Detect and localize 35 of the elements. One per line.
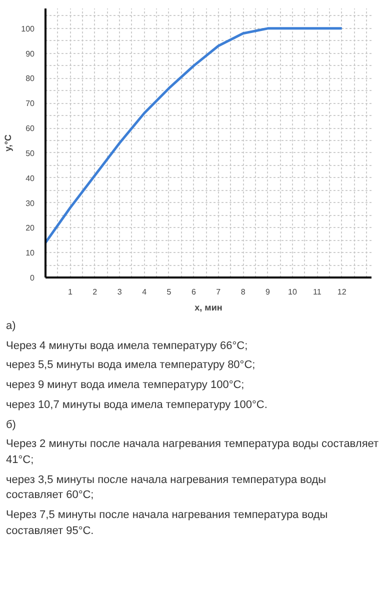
x-tick-label: 5 (166, 288, 172, 296)
x-tick-label: 7 (216, 288, 222, 296)
x-axis-title: x, мин (194, 302, 222, 312)
text: Через 4 минуты вода имела температуру 66°C; (6, 338, 248, 354)
text: а) (6, 319, 16, 334)
text: через 9 минут вода имела температуру 100°C; (6, 378, 244, 394)
x-tick-label: 3 (117, 288, 122, 296)
text: через 5,5 минуты вода имела температуру 80°C; (6, 358, 256, 374)
x-tick-label: 1 (68, 288, 73, 296)
y-tick-label: 60 (26, 124, 36, 134)
y-tick-label: 30 (26, 198, 36, 208)
text: через 10,7 минуты вода имела температуру 100°C. (6, 398, 268, 413)
y-tick-label: 100 (21, 24, 36, 34)
y-axis-title: y,°C (3, 134, 14, 152)
x-tick-label: 6 (191, 288, 196, 296)
y-tick-label: 80 (26, 74, 36, 84)
text: Через 7,5 минуты после начала нагревания температура воды составляет 95°C. (6, 508, 329, 539)
x-tick-label: 2 (92, 288, 98, 296)
y-tick-label: 0 (30, 274, 36, 282)
y-tick-label: 20 (26, 224, 36, 233)
y-tick-label: 50 (26, 148, 36, 158)
y-tick-label: 70 (26, 99, 36, 108)
x-tick-label: 4 (142, 288, 148, 296)
text: через 3,5 минуты после начала нагревания температура воды составляет 60°C; (6, 472, 328, 504)
y-tick-label: 90 (26, 49, 36, 58)
text: б) (6, 418, 16, 433)
x-tick-label: 10 (288, 288, 298, 296)
x-tick-label: 8 (240, 288, 246, 296)
x-tick-label: 11 (313, 288, 322, 296)
y-tick-label: 10 (26, 248, 36, 258)
line-series (46, 27, 344, 244)
x-tick-label: 9 (266, 288, 271, 296)
y-tick-label: 40 (26, 174, 36, 183)
text: Через 2 минуты после начала нагревания температура воды составляет 41°C; (6, 437, 380, 468)
x-tick-label: 12 (337, 288, 347, 296)
